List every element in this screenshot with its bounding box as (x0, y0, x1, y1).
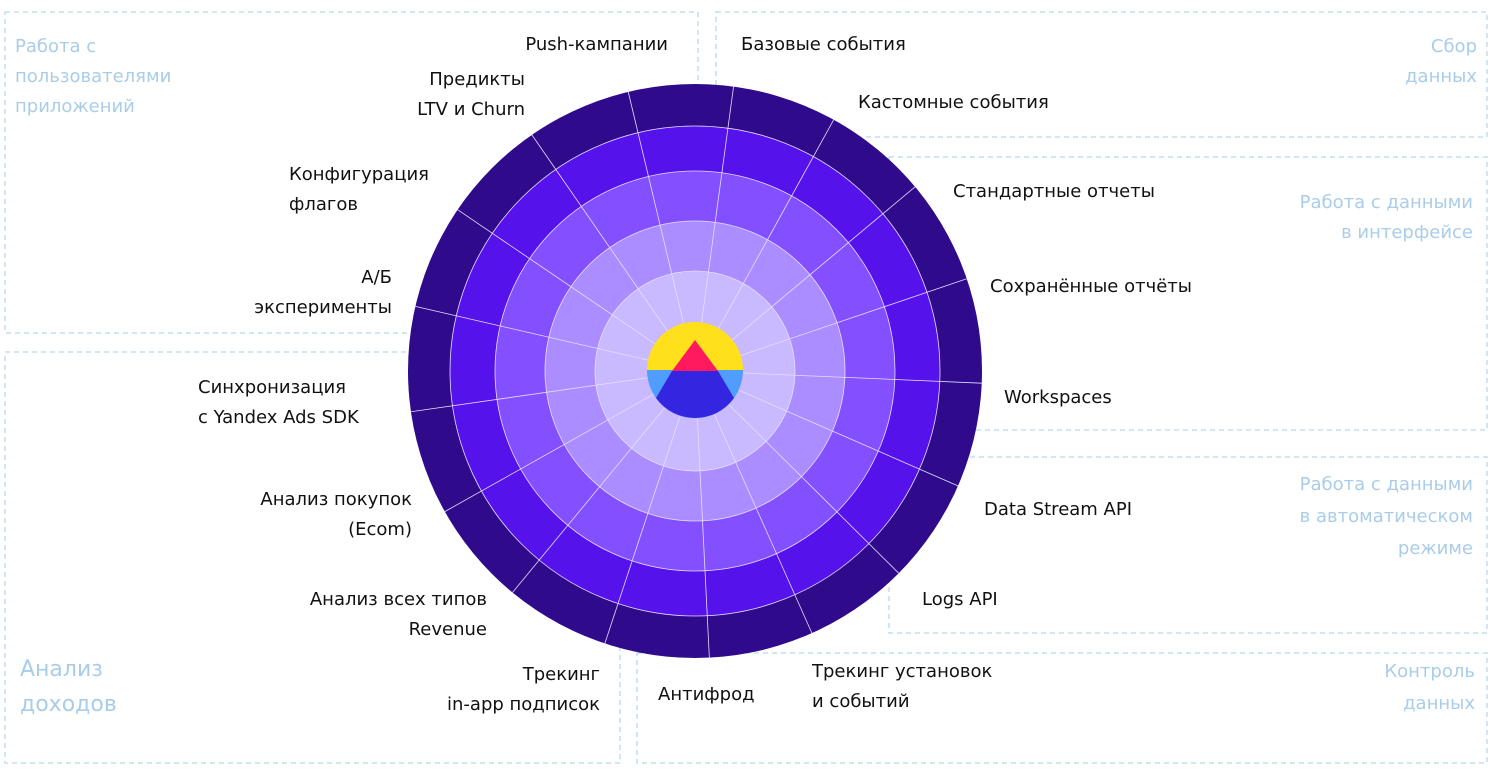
feature-label: LTV и Churn (417, 99, 525, 120)
group-box (4, 11, 699, 334)
feature-label: Конфигурация (289, 164, 429, 185)
sector-line (740, 278, 967, 356)
group-box (636, 652, 1488, 764)
ring-border (494, 170, 896, 572)
feature-label: Анализ всех типов (310, 589, 487, 610)
group-box (715, 11, 1488, 138)
feature-label: Трекинг установок (811, 661, 992, 682)
sector-line (728, 404, 899, 574)
sector-line (738, 389, 959, 487)
group-label: данных (1405, 66, 1477, 87)
group-label: Работа с данными (1300, 192, 1473, 213)
group-label: Работа с данными (1300, 474, 1473, 495)
group-label: приложений (15, 96, 135, 117)
sector-line (714, 414, 813, 634)
sector-line (512, 407, 665, 593)
sector-line (701, 86, 734, 324)
feature-label: Кастомные события (858, 92, 1049, 113)
ring-border (594, 270, 796, 472)
group-label: Анализ (20, 657, 103, 682)
logo-triangle (672, 340, 718, 371)
sector-line (627, 91, 685, 325)
group-label: Сбор (1431, 36, 1477, 57)
feature-label: Revenue (409, 619, 487, 640)
feature-label: эксперименты (254, 297, 392, 318)
feature-label: Предикты (429, 69, 525, 90)
feature-label: Стандартные отчеты (953, 181, 1155, 202)
ring-border (449, 125, 941, 617)
feature-label: Сохранённые отчёты (990, 276, 1192, 297)
feature-label: Logs API (922, 589, 998, 610)
feature-label: Антифрод (658, 684, 755, 705)
center-logo (647, 322, 743, 419)
feature-label: in-app подписок (447, 694, 600, 715)
feature-label: Трекинг (522, 664, 600, 685)
group-label: в автоматическом (1300, 506, 1473, 527)
group-label: в интерфейсе (1341, 222, 1473, 243)
feature-label: (Ecom) (348, 519, 412, 540)
group-label: режиме (1398, 538, 1473, 559)
feature-label: Workspaces (1004, 387, 1112, 408)
sector-line (457, 209, 656, 345)
group-label: доходов (20, 692, 117, 717)
ring-border (544, 220, 846, 522)
sector-line (696, 418, 710, 658)
feature-label: с Yandex Ads SDK (198, 407, 360, 428)
sector-line (731, 186, 916, 341)
sector-line (410, 377, 648, 413)
feature-label: Push-кампании (525, 34, 668, 55)
group-label: Работа с (15, 36, 96, 57)
feature-label: и событий (812, 691, 910, 712)
sector-line (742, 372, 982, 384)
sector-line (604, 416, 681, 644)
feature-label: Синхронизация (198, 377, 346, 398)
sector-line (531, 134, 669, 332)
feature-label: Анализ покупок (260, 489, 412, 510)
feature-label: Data Stream API (984, 499, 1132, 520)
group-label: Контроль (1384, 661, 1475, 682)
labels: Push-кампании Базовые события Кастомные со… (15, 34, 1477, 717)
group-label: данных (1403, 693, 1475, 714)
sector-line (717, 119, 835, 330)
sector-line (415, 305, 649, 361)
logo-shape (656, 371, 734, 419)
group-label: пользователями (15, 66, 171, 87)
feature-label: А/Б (361, 267, 392, 288)
feature-label: Базовые события (741, 34, 906, 55)
feature-label: флагов (289, 194, 358, 215)
sector-line (444, 394, 654, 512)
